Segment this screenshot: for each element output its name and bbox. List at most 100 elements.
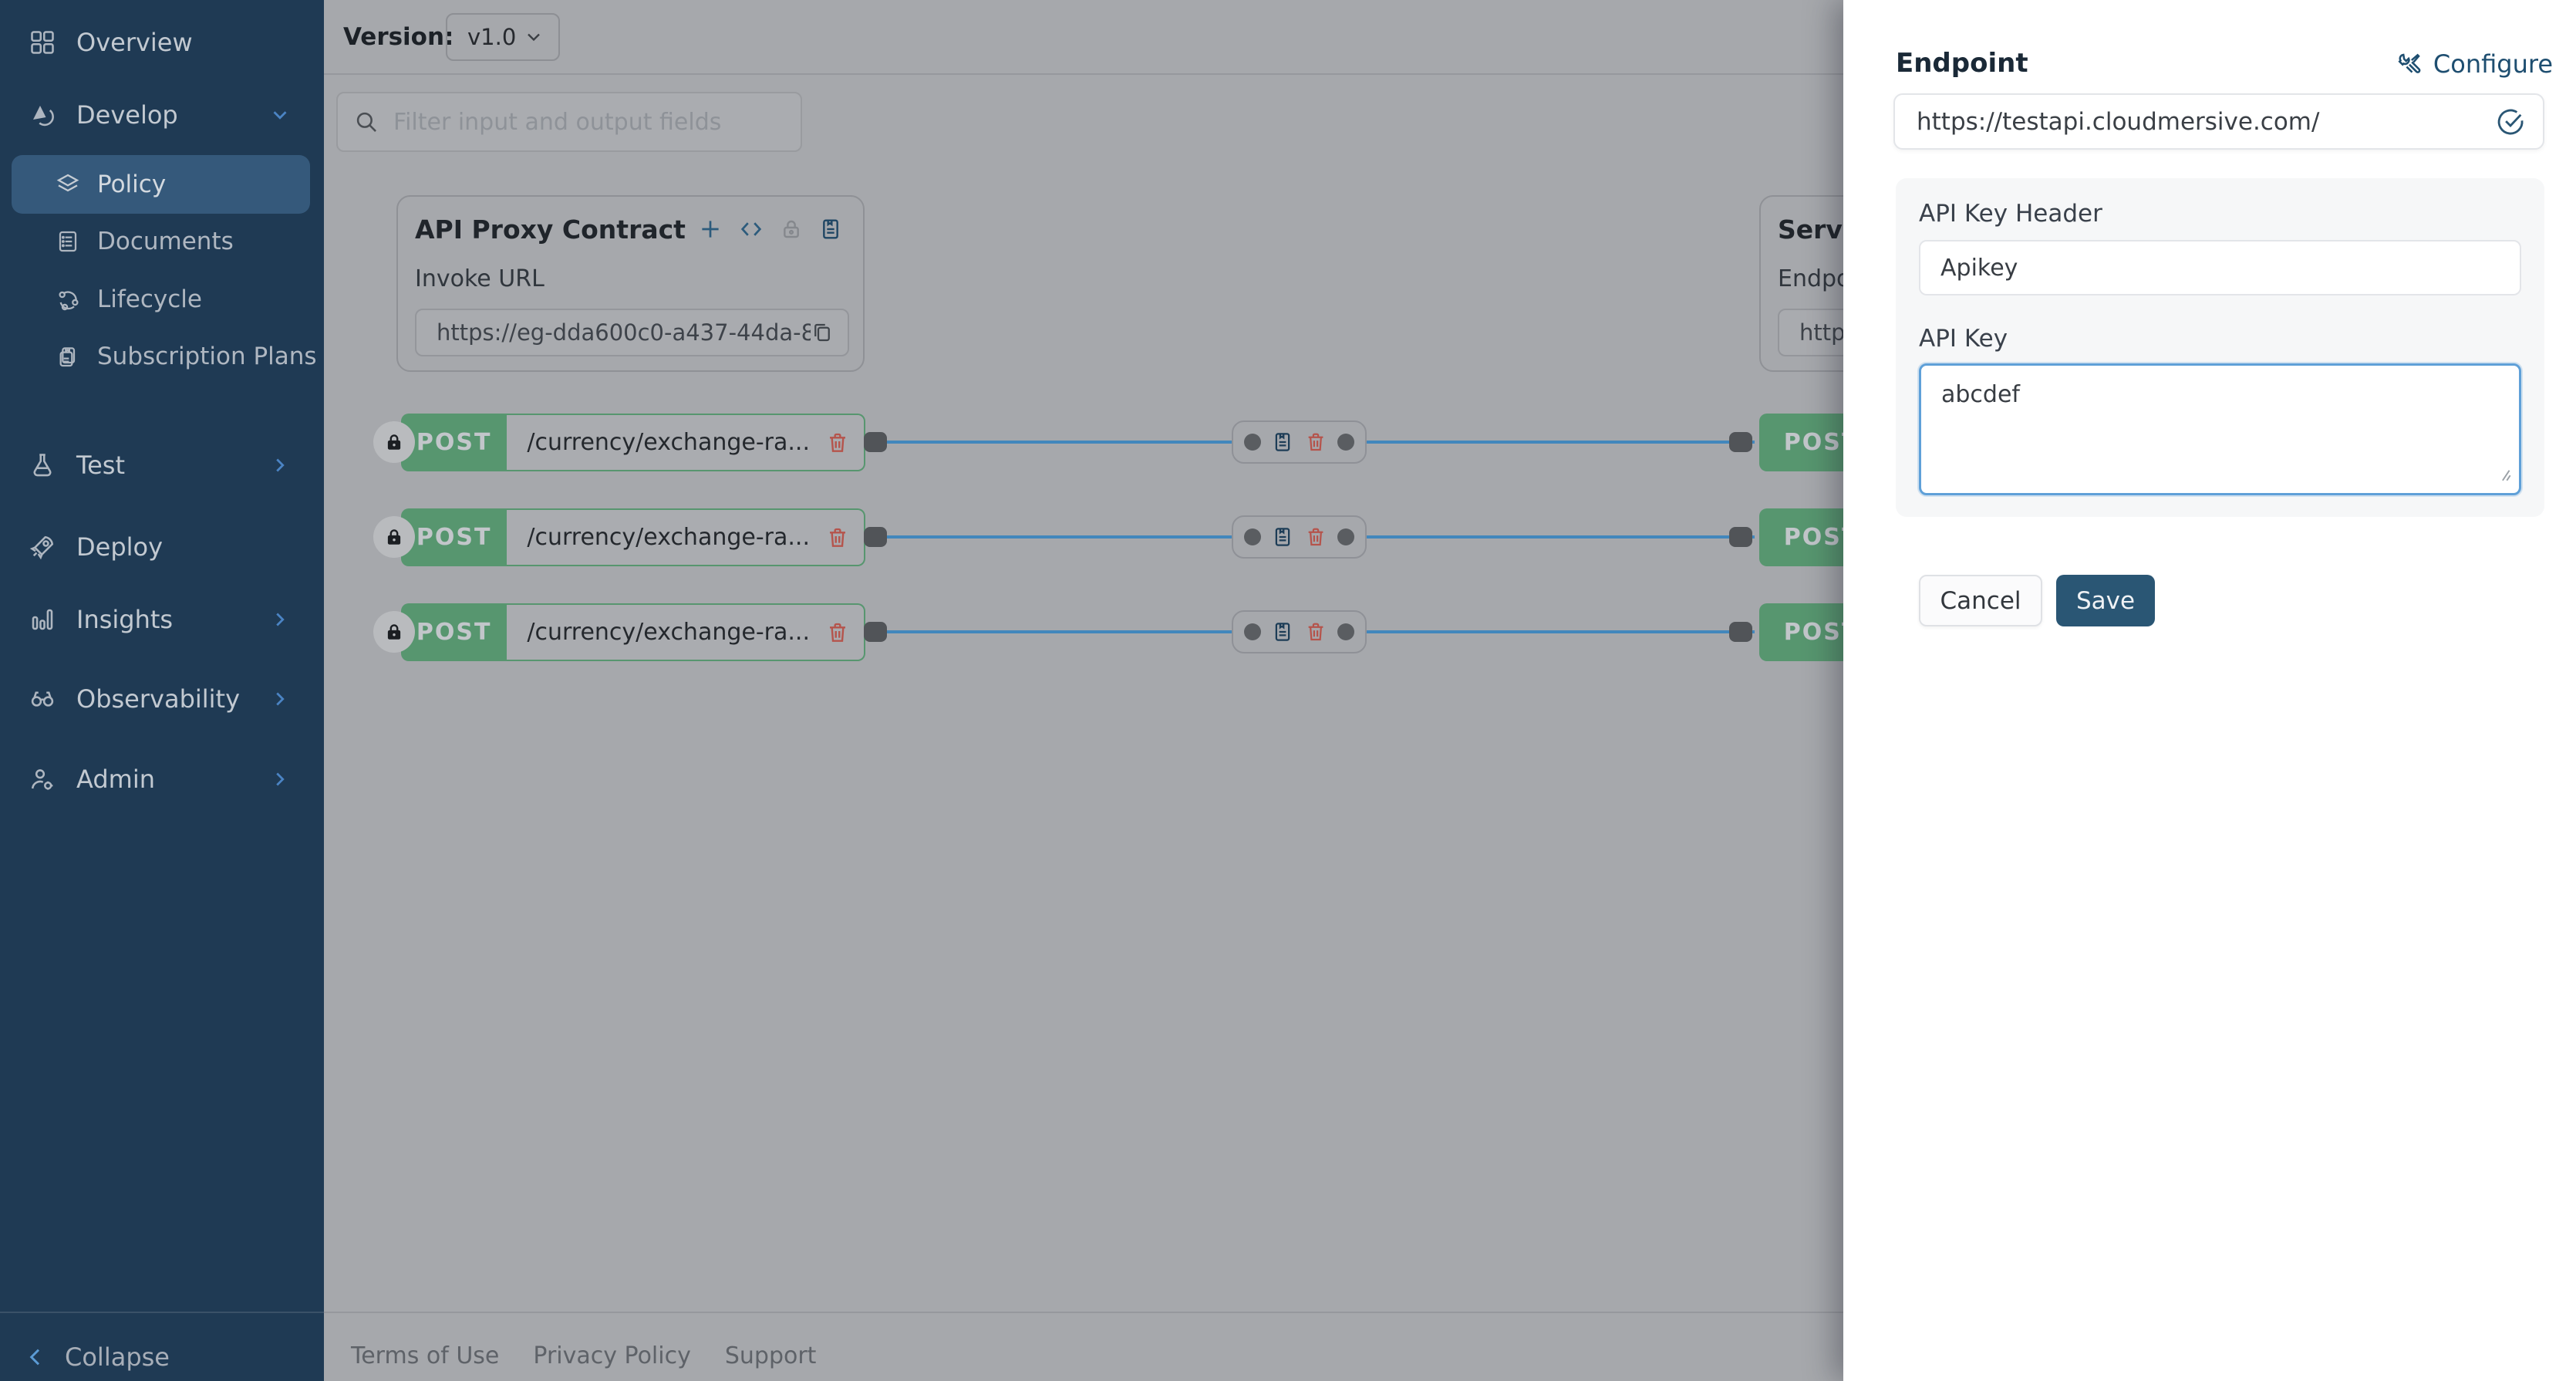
connector-dot[interactable]	[864, 622, 887, 642]
filter-field[interactable]	[336, 92, 802, 152]
rocket-icon	[29, 533, 56, 561]
api-key-header-label: API Key Header	[1919, 200, 2102, 228]
chevron-right-icon	[268, 608, 292, 631]
lock-icon[interactable]	[779, 217, 804, 241]
auth-lock-badge[interactable]	[373, 421, 415, 463]
sidebar-item-deploy[interactable]: Deploy	[0, 522, 324, 572]
bar-chart-icon	[29, 606, 56, 633]
version-value: v1.0	[467, 24, 517, 50]
code-icon[interactable]	[738, 216, 764, 242]
delete-mapping-icon[interactable]	[1304, 431, 1327, 454]
connector-dot[interactable]	[864, 432, 887, 452]
node-in-dot[interactable]	[1244, 434, 1261, 451]
sidebar-item-label: Develop	[76, 100, 178, 130]
mapping-doc-icon[interactable]	[1271, 620, 1294, 643]
sidebar-item-test[interactable]: Test	[0, 440, 324, 491]
invoke-url-field[interactable]: https://eg-dda600c0-a437-44da-8	[415, 309, 849, 356]
delete-route-icon[interactable]	[825, 431, 850, 455]
configure-button[interactable]: Configure	[2396, 49, 2553, 79]
service-endpoint-field[interactable]: https://	[1778, 309, 1843, 356]
auth-lock-badge[interactable]	[373, 611, 415, 653]
subscription-plans-icon	[56, 344, 80, 369]
sidebar-footer-divider	[0, 1312, 324, 1313]
route-row[interactable]: POST	[1759, 603, 1843, 661]
filter-input[interactable]	[393, 108, 785, 136]
route-row[interactable]: POST /currency/exchange-ra...	[401, 508, 865, 566]
method-badge: POST	[1759, 508, 1843, 566]
sidebar-item-observability[interactable]: Observability	[0, 674, 324, 724]
connector-dot[interactable]	[1729, 432, 1752, 452]
version-label: Version:	[343, 23, 454, 51]
delete-route-icon[interactable]	[825, 620, 850, 645]
method-badge: POST	[401, 414, 507, 471]
sidebar-item-label: Observability	[76, 684, 241, 714]
delete-mapping-icon[interactable]	[1304, 525, 1327, 549]
tools-icon	[2398, 53, 2421, 73]
auth-lock-badge[interactable]	[373, 516, 415, 558]
chevron-down-icon	[528, 33, 540, 42]
route-row[interactable]: POST	[1759, 508, 1843, 566]
api-key-header-input[interactable]	[1919, 240, 2521, 295]
collapse-button[interactable]: Collapse	[23, 1332, 170, 1381]
endpoint-url-field[interactable]	[1893, 93, 2544, 150]
sidebar: Overview Develop Policy Documents	[0, 0, 324, 1381]
api-key-textarea[interactable]	[1919, 363, 2521, 495]
lifecycle-icon	[56, 287, 80, 312]
sidebar-item-subscription-plans[interactable]: Subscription Plans	[0, 331, 324, 382]
route-path: /currency/exchange-ra...	[527, 524, 810, 551]
support-link[interactable]: Support	[724, 1342, 817, 1369]
search-icon	[356, 112, 376, 132]
sidebar-item-policy[interactable]: Policy	[0, 159, 324, 210]
copy-icon[interactable]	[811, 321, 834, 344]
sidebar-item-admin[interactable]: Admin	[0, 754, 324, 805]
develop-icon	[29, 101, 56, 129]
sidebar-item-overview[interactable]: Overview	[0, 17, 324, 68]
sidebar-item-lifecycle[interactable]: Lifecycle	[0, 274, 324, 325]
main-canvas: Version: v1.0 API Proxy Contract	[324, 0, 1843, 1381]
save-button[interactable]: Save	[2056, 575, 2155, 626]
delete-mapping-icon[interactable]	[1304, 620, 1327, 643]
mapping-node[interactable]	[1232, 515, 1367, 559]
api-key-label: API Key	[1919, 325, 2008, 353]
connector-dot[interactable]	[1729, 622, 1752, 642]
mapping-node[interactable]	[1232, 420, 1367, 464]
invoke-url-value: https://eg-dda600c0-a437-44da-8	[437, 319, 811, 346]
api-proxy-contract-card	[396, 195, 865, 372]
delete-route-icon[interactable]	[825, 525, 850, 550]
chevron-down-icon	[268, 103, 292, 127]
method-badge: POST	[401, 508, 507, 566]
add-icon[interactable]	[697, 216, 723, 242]
sidebar-item-label: Documents	[97, 228, 234, 255]
method-badge: POST	[1759, 414, 1843, 471]
service-endpoint-value: https://	[1799, 319, 1843, 346]
node-in-dot[interactable]	[1244, 623, 1261, 640]
mapping-node[interactable]	[1232, 610, 1367, 653]
connector-dot[interactable]	[1729, 527, 1752, 547]
layers-icon	[56, 172, 80, 197]
mapping-doc-icon[interactable]	[1271, 431, 1294, 454]
cancel-button[interactable]: Cancel	[1919, 575, 2042, 626]
route-row[interactable]: POST	[1759, 414, 1843, 471]
privacy-policy-link[interactable]: Privacy Policy	[533, 1342, 691, 1369]
endpoint-url-input[interactable]	[1917, 107, 2495, 136]
check-circle-icon[interactable]	[2495, 106, 2526, 137]
terms-of-use-link[interactable]: Terms of Use	[351, 1342, 500, 1369]
node-in-dot[interactable]	[1244, 528, 1261, 545]
chevron-right-icon	[268, 687, 292, 711]
sidebar-selected-highlight	[12, 155, 310, 214]
version-dropdown[interactable]: v1.0	[446, 13, 560, 61]
node-out-dot[interactable]	[1337, 528, 1354, 545]
connector-dot[interactable]	[864, 527, 887, 547]
contract-icon[interactable]	[818, 217, 843, 241]
route-path: /currency/exchange-ra...	[527, 429, 810, 456]
node-out-dot[interactable]	[1337, 623, 1354, 640]
mapping-doc-icon[interactable]	[1271, 525, 1294, 549]
sidebar-item-insights[interactable]: Insights	[0, 594, 324, 645]
route-row[interactable]: POST /currency/exchange-ra...	[401, 414, 865, 471]
header-divider	[324, 73, 1843, 75]
sidebar-item-documents[interactable]: Documents	[0, 216, 324, 267]
node-out-dot[interactable]	[1337, 434, 1354, 451]
sidebar-item-develop[interactable]: Develop	[0, 89, 324, 140]
route-row[interactable]: POST /currency/exchange-ra...	[401, 603, 865, 661]
